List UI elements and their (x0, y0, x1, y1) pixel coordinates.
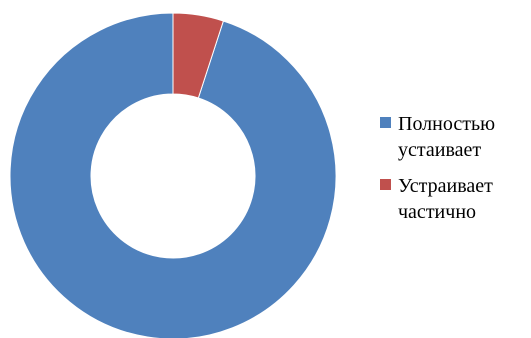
legend-label-partially-satisfied: Устраивает частично (398, 173, 518, 225)
legend-item-partially-satisfied: Устраивает частично (380, 173, 531, 225)
legend-swatch-fully-satisfied (380, 117, 391, 128)
legend-label-fully-satisfied: Полностью устаивает (398, 111, 518, 163)
legend-item-fully-satisfied: Полностью устаивает (380, 111, 531, 163)
legend-swatch-partially-satisfied (380, 179, 391, 190)
legend: Полностью устаивает Устраивает частично (380, 111, 531, 235)
donut-slices (10, 13, 336, 338)
